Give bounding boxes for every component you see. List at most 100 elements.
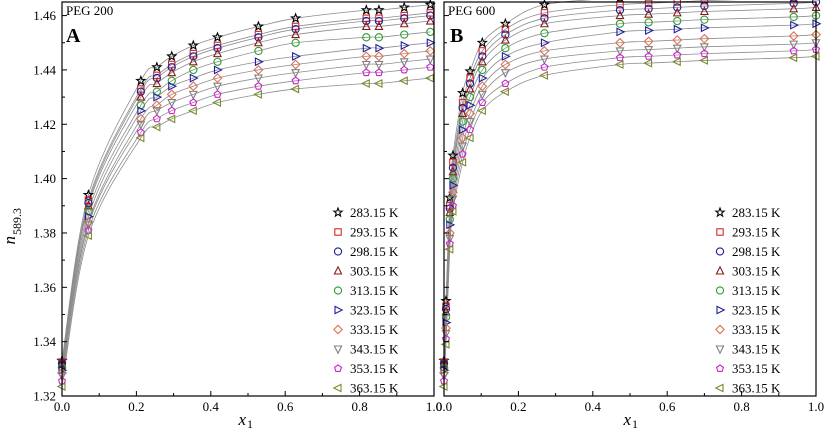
panel-b-data-point [699,33,710,44]
panel-a-data-point [167,98,177,108]
panel-b-data-point [539,70,548,80]
panel-b-data-point [501,79,510,87]
panel-a-data-point [84,198,93,208]
panel-b-legend-label: 343.15 K [732,342,781,357]
panel-a-data-point [290,84,300,94]
y-axis-subscript: 589.3 [10,208,24,235]
panel-a-subtitle: PEG 200 [66,3,113,18]
panel-a-legend-marker [334,305,344,315]
panel-b-data-point [445,234,455,244]
panel-b: 0.0 0.2 0.4 0.6 0.8 1.0 283.15 K 293.15 K 298.1… [436,0,824,429]
panel-a-legend-marker [333,345,343,355]
y-axis-title-group: n 589.3 [0,208,24,245]
panel-a-data-point [166,114,176,124]
panel-a-data-point [362,68,371,77]
y-axis-title: n [0,236,19,245]
panel-b-data-point [447,149,459,161]
panel-a-data-point [361,51,372,62]
panel-a-y-tick-label: 1.38 [33,225,56,240]
panel-b-label: B [450,25,463,47]
panel-a-data-point [399,58,409,68]
panel-b-data-point [501,51,511,61]
panel-a-data-point [84,196,93,205]
panel-a-data-point [189,98,198,107]
panel-a-data-point [374,21,384,31]
panel-b-data-point [477,81,488,92]
panel-b-data-point [645,26,655,36]
panel-b-data-point [643,36,654,47]
panel-a-data-point [213,57,222,66]
panel-a-data-point [187,39,199,51]
panel-b-data-point [501,25,510,33]
panel-a-data-point [373,79,383,89]
panel-b-legend-label: 313.15 K [732,283,781,298]
panel-a-data-point [135,113,146,124]
panel-a-data-point [291,69,301,79]
panel-b-x-tick-label: 0.2 [510,399,526,414]
panel-a-legend: 283.15 K 293.15 K 298.15 K 303.15 K 313.15 K… [332,205,399,396]
panel-b-legend-marker [715,247,725,256]
panel-b-data-point [449,180,459,190]
panel-b-data-point [643,58,653,68]
panel-a-legend-marker [333,286,343,295]
panel-a-data-point [254,33,263,42]
panel-b-data-point [614,60,624,69]
panel-b-data-point [457,157,467,167]
panel-b-data-point [458,142,468,152]
panel-a-data-point [152,107,162,117]
panel-a-data-point [253,64,264,75]
panel-b-legend-marker [716,305,726,315]
panel-a-x-axis-title-text: x [237,410,246,429]
panel-b-data-point [788,30,799,41]
panel-b-data-point [478,47,487,55]
panel-b-data-point [788,53,798,63]
panel-b-data-point [476,106,486,116]
panel-a-legend-marker [333,364,343,372]
panel-a-data-point [135,74,147,86]
panel-b-x-tick-label: 1.0 [808,399,824,414]
panel-b-legend-label: 283.15 K [732,205,781,220]
panel-b-data-point [789,3,799,13]
panel-a-data-point [189,65,198,75]
panel-a-legend-label: 283.15 K [350,205,399,220]
panel-a-data-point [151,61,163,73]
panel-b-data-point [478,98,487,107]
panel-a-legend-label: 333.15 K [350,322,399,337]
panel-b-legend-label: 303.15 K [732,264,781,279]
panel-b-data-point [458,107,468,117]
panel-b-data-point [700,23,710,33]
panel-a-data-point [136,120,146,130]
panel-b-data-point [673,50,682,59]
panel-a-x-tick-label: 0.6 [277,399,294,414]
panel-b-data-point [465,79,475,88]
panel-b-data-point [538,0,551,10]
panel-a-data-point [213,48,222,58]
panel-b-data-point [500,69,510,79]
panel-a-data-point [211,31,224,43]
panel-b-data-point [465,118,475,127]
panel-b-data-point [500,59,511,70]
panel-a-data-point [166,50,178,62]
panel-a-data-point [375,43,385,53]
panel-b-data-point [459,125,469,135]
panel-b-data-point [615,10,625,20]
panel-a-y-tick-label: 1.32 [33,389,56,404]
panel-a-data-point [166,89,177,100]
panel-b-data-point [477,90,487,100]
panel-a-legend-label: 363.15 K [350,381,399,396]
panel-b-data-point [440,339,450,349]
panel-a-y-tick-label: 1.36 [33,280,56,295]
panel-a-fit-curve [61,42,431,371]
panel-a-data-point [188,90,198,100]
panel-a-data-point [374,33,384,42]
panel-a-data-point [289,12,302,24]
panel-b-data-point [644,4,653,13]
panel-b-data-point [539,55,549,65]
panel-b-data-point [465,92,475,102]
panel-a-y-tick-label: 1.42 [33,117,56,132]
panel-a-data-point [398,76,408,86]
panel-b-x-tick-label: 0.0 [436,399,452,414]
panel-a-data-point [374,60,384,70]
panel-a-data-point [291,38,300,47]
